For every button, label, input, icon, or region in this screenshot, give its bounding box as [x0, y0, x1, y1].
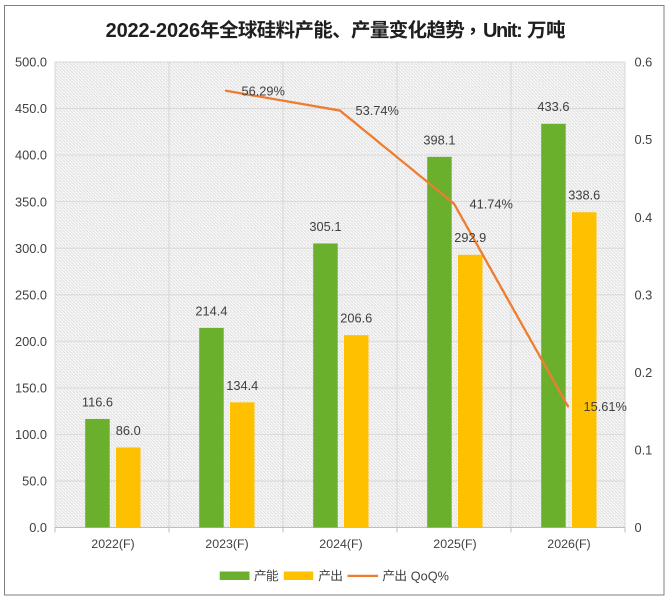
svg-text:0.4: 0.4: [635, 210, 653, 225]
svg-text:0.3: 0.3: [635, 287, 653, 302]
svg-text:0.0: 0.0: [29, 520, 47, 535]
svg-text:134.4: 134.4: [226, 378, 258, 393]
svg-text:15.61%: 15.61%: [584, 399, 627, 414]
svg-text:2022-2026: 2022-2026: [106, 20, 201, 42]
svg-text:398.1: 398.1: [423, 132, 455, 147]
svg-text:0.6: 0.6: [635, 55, 653, 70]
svg-text:150.0: 150.0: [15, 380, 47, 395]
svg-text:41.74%: 41.74%: [470, 196, 513, 211]
svg-text:53.74%: 53.74%: [356, 103, 399, 118]
svg-text:500.0: 500.0: [15, 55, 47, 70]
svg-text:50.0: 50.0: [22, 474, 47, 489]
svg-text:400.0: 400.0: [15, 148, 47, 163]
svg-text:433.6: 433.6: [537, 99, 569, 114]
svg-text:116.6: 116.6: [82, 394, 113, 409]
svg-text:206.6: 206.6: [340, 311, 372, 326]
svg-text:350.0: 350.0: [15, 194, 47, 209]
svg-text:QoQ%: QoQ%: [411, 569, 449, 583]
svg-text:0: 0: [635, 520, 642, 535]
svg-text:305.1: 305.1: [309, 219, 341, 234]
svg-text:2026(F): 2026(F): [547, 537, 590, 551]
svg-text:86.0: 86.0: [116, 423, 141, 438]
svg-text:0.2: 0.2: [635, 365, 653, 380]
svg-text:200.0: 200.0: [15, 334, 47, 349]
svg-text:2022(F): 2022(F): [91, 537, 134, 551]
svg-text:Unit:: Unit:: [483, 20, 523, 42]
svg-text:2025(F): 2025(F): [433, 537, 476, 551]
svg-text:300.0: 300.0: [15, 241, 47, 256]
svg-text:56.29%: 56.29%: [242, 83, 285, 98]
svg-text:338.6: 338.6: [568, 188, 600, 203]
svg-text:292.9: 292.9: [454, 230, 486, 245]
svg-text:2023(F): 2023(F): [205, 537, 248, 551]
svg-text:2024(F): 2024(F): [319, 537, 362, 551]
svg-text:0.5: 0.5: [635, 132, 653, 147]
svg-text:450.0: 450.0: [15, 101, 47, 116]
svg-text:250.0: 250.0: [15, 287, 47, 302]
svg-text:100.0: 100.0: [15, 427, 47, 442]
svg-text:214.4: 214.4: [195, 303, 227, 318]
svg-text:0.1: 0.1: [635, 443, 653, 458]
